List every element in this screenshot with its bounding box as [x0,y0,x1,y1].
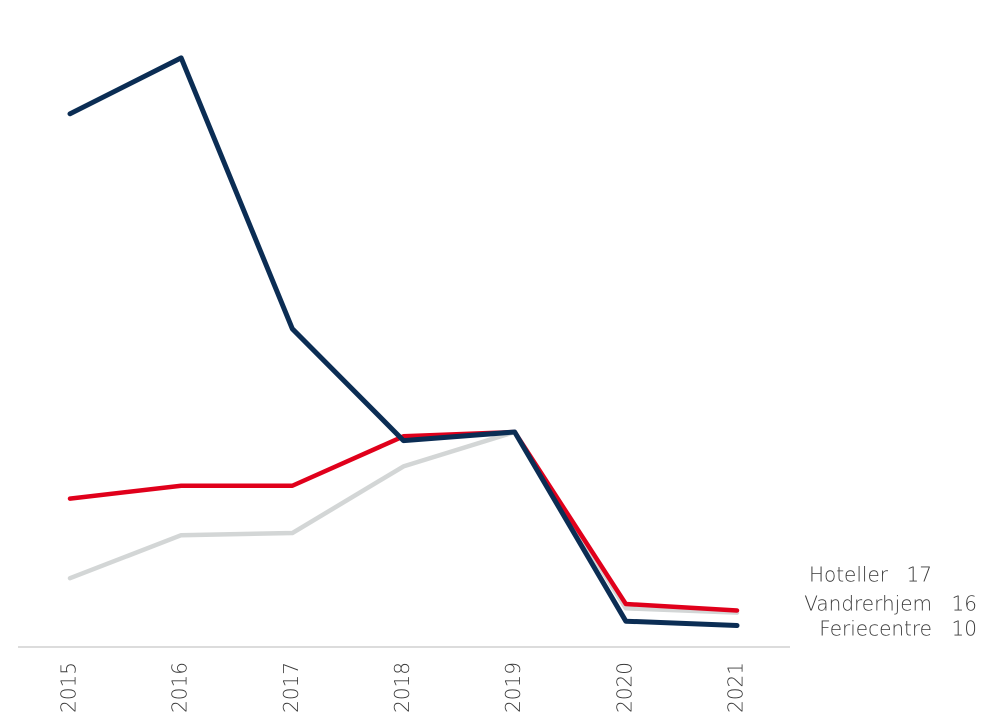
series-end-value: 16 [952,592,977,616]
x-tick-label: 2018 [390,662,414,713]
x-tick-label: 2021 [724,662,748,713]
series-line [67,429,740,613]
x-tick-label: 2015 [57,662,81,713]
series-line [67,55,740,628]
x-tick-label: 2019 [501,662,525,713]
series-label: Feriecentre [819,617,932,641]
series-end-value: 17 [907,563,932,587]
x-tick-label: 2016 [168,662,192,713]
x-tick-label: 2017 [279,662,303,713]
series-line [67,429,740,615]
x-tick-label: 2020 [612,662,636,713]
series-end-value: 10 [952,617,977,641]
series-label: Hoteller [809,563,889,587]
series-label: Vandrerhjem [804,592,932,616]
